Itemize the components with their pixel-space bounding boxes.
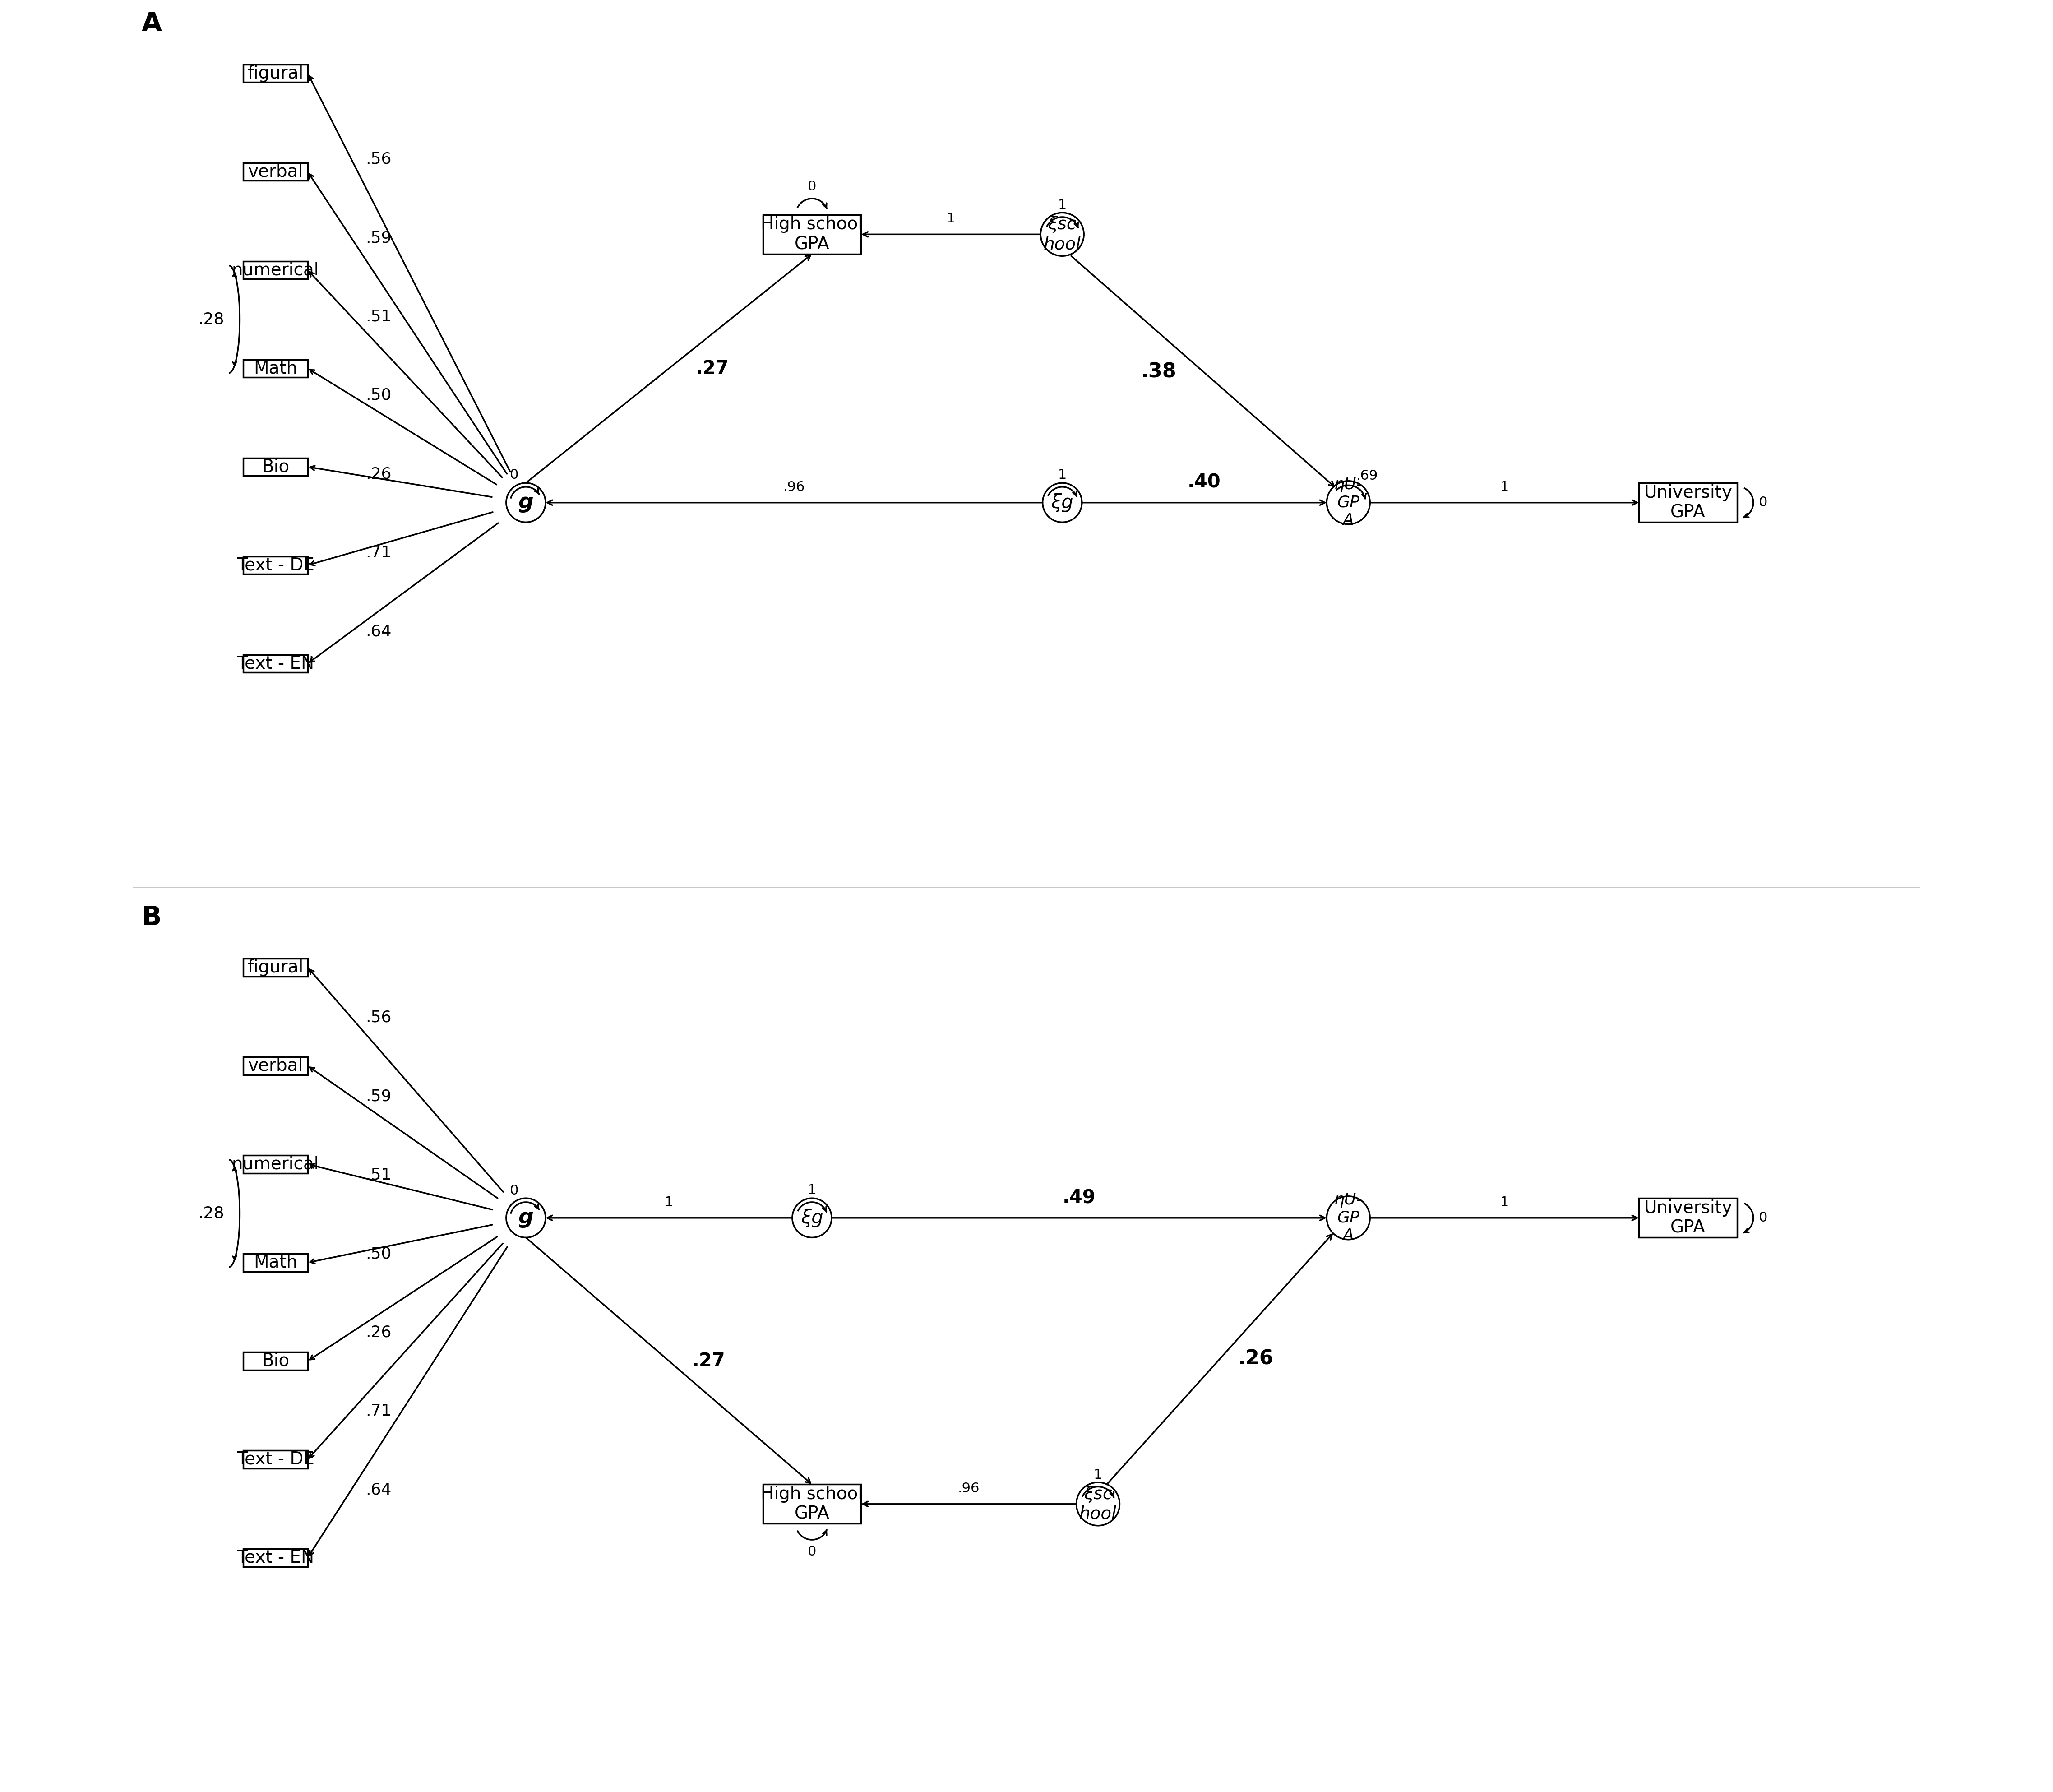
Circle shape bbox=[507, 482, 546, 521]
Text: 0: 0 bbox=[1759, 1211, 1768, 1224]
Text: ηU-
GP
A: ηU- GP A bbox=[1334, 477, 1363, 529]
FancyBboxPatch shape bbox=[244, 163, 308, 181]
Text: figural: figural bbox=[248, 959, 304, 977]
FancyBboxPatch shape bbox=[1638, 1199, 1737, 1238]
Circle shape bbox=[507, 1199, 546, 1238]
Text: 1: 1 bbox=[1501, 480, 1509, 493]
Text: .96: .96 bbox=[782, 480, 805, 493]
Text: .59: .59 bbox=[365, 1088, 392, 1104]
Text: verbal: verbal bbox=[248, 163, 304, 181]
FancyBboxPatch shape bbox=[244, 1548, 308, 1566]
Circle shape bbox=[1326, 480, 1369, 525]
Text: 0: 0 bbox=[807, 181, 817, 194]
Text: .26: .26 bbox=[1238, 1349, 1273, 1369]
Text: 1: 1 bbox=[1501, 1195, 1509, 1210]
Text: Math: Math bbox=[255, 1254, 298, 1271]
Text: .71: .71 bbox=[365, 545, 392, 561]
Text: Bio: Bio bbox=[261, 1353, 289, 1369]
Text: .40: .40 bbox=[1189, 473, 1222, 491]
Text: .26: .26 bbox=[365, 1324, 392, 1340]
FancyBboxPatch shape bbox=[244, 1156, 308, 1174]
FancyBboxPatch shape bbox=[244, 65, 308, 82]
FancyBboxPatch shape bbox=[244, 556, 308, 573]
FancyBboxPatch shape bbox=[244, 459, 308, 475]
Text: ξsc
hool: ξsc hool bbox=[1043, 215, 1082, 253]
FancyBboxPatch shape bbox=[244, 1450, 308, 1468]
Circle shape bbox=[1041, 213, 1084, 256]
Text: .96: .96 bbox=[959, 1482, 979, 1495]
FancyBboxPatch shape bbox=[244, 654, 308, 672]
Text: .28: .28 bbox=[199, 1206, 224, 1220]
Text: ξsc
hool: ξsc hool bbox=[1080, 1486, 1117, 1523]
Text: .71: .71 bbox=[365, 1403, 392, 1419]
Circle shape bbox=[1076, 1482, 1119, 1525]
Text: ηU-
GP
A: ηU- GP A bbox=[1334, 1192, 1363, 1244]
Text: Text - EN: Text - EN bbox=[236, 654, 314, 672]
Text: numerical: numerical bbox=[232, 1156, 318, 1172]
FancyBboxPatch shape bbox=[764, 215, 860, 254]
Text: High school
GPA: High school GPA bbox=[762, 1486, 862, 1523]
Text: .56: .56 bbox=[365, 1011, 392, 1025]
Text: High school
GPA: High school GPA bbox=[762, 215, 862, 253]
Text: .28: .28 bbox=[199, 312, 224, 326]
Text: A: A bbox=[142, 11, 162, 36]
Text: .69: .69 bbox=[1357, 470, 1378, 482]
Text: ξg: ξg bbox=[1051, 493, 1074, 513]
Text: g: g bbox=[517, 493, 534, 513]
Text: figural: figural bbox=[248, 65, 304, 82]
Text: Text - DE: Text - DE bbox=[236, 557, 314, 573]
FancyBboxPatch shape bbox=[244, 959, 308, 977]
Text: University
GPA: University GPA bbox=[1644, 484, 1733, 521]
Text: numerical: numerical bbox=[232, 262, 318, 280]
Text: verbal: verbal bbox=[248, 1057, 304, 1075]
Text: .50: .50 bbox=[365, 1245, 392, 1262]
Text: 1: 1 bbox=[1057, 468, 1068, 482]
Text: .50: .50 bbox=[365, 387, 392, 403]
FancyBboxPatch shape bbox=[244, 1057, 308, 1075]
Text: University
GPA: University GPA bbox=[1644, 1199, 1733, 1236]
FancyBboxPatch shape bbox=[764, 1484, 860, 1523]
FancyBboxPatch shape bbox=[1638, 482, 1737, 521]
Text: .49: .49 bbox=[1063, 1188, 1096, 1208]
Text: B: B bbox=[142, 905, 162, 930]
Text: .38: .38 bbox=[1141, 362, 1176, 382]
Text: 1: 1 bbox=[1094, 1468, 1102, 1482]
Text: ξg: ξg bbox=[801, 1208, 823, 1228]
Text: 1: 1 bbox=[665, 1195, 673, 1210]
Text: 0: 0 bbox=[509, 470, 519, 482]
FancyBboxPatch shape bbox=[244, 1351, 308, 1369]
Text: .64: .64 bbox=[365, 1482, 392, 1498]
Text: Text - DE: Text - DE bbox=[236, 1452, 314, 1468]
Text: .51: .51 bbox=[365, 308, 392, 324]
Text: 0: 0 bbox=[807, 1545, 817, 1559]
Text: 1: 1 bbox=[807, 1185, 817, 1197]
Text: .26: .26 bbox=[365, 466, 392, 482]
Text: g: g bbox=[517, 1208, 534, 1228]
Text: 0: 0 bbox=[1759, 496, 1768, 509]
FancyBboxPatch shape bbox=[244, 360, 308, 378]
Text: Bio: Bio bbox=[261, 459, 289, 475]
FancyBboxPatch shape bbox=[244, 1254, 308, 1272]
Text: .56: .56 bbox=[365, 152, 392, 167]
Text: .51: .51 bbox=[365, 1167, 392, 1183]
Text: Math: Math bbox=[255, 360, 298, 376]
Circle shape bbox=[1326, 1197, 1369, 1240]
Text: 0: 0 bbox=[509, 1185, 519, 1197]
Text: .27: .27 bbox=[692, 1351, 725, 1371]
Text: .64: .64 bbox=[365, 624, 392, 640]
Text: .59: .59 bbox=[365, 229, 392, 246]
Text: 1: 1 bbox=[946, 211, 955, 226]
Text: .27: .27 bbox=[696, 358, 729, 378]
FancyBboxPatch shape bbox=[244, 262, 308, 280]
Text: Text - EN: Text - EN bbox=[236, 1548, 314, 1566]
Text: 1: 1 bbox=[1057, 199, 1068, 211]
Circle shape bbox=[1043, 482, 1082, 521]
Circle shape bbox=[792, 1199, 831, 1238]
